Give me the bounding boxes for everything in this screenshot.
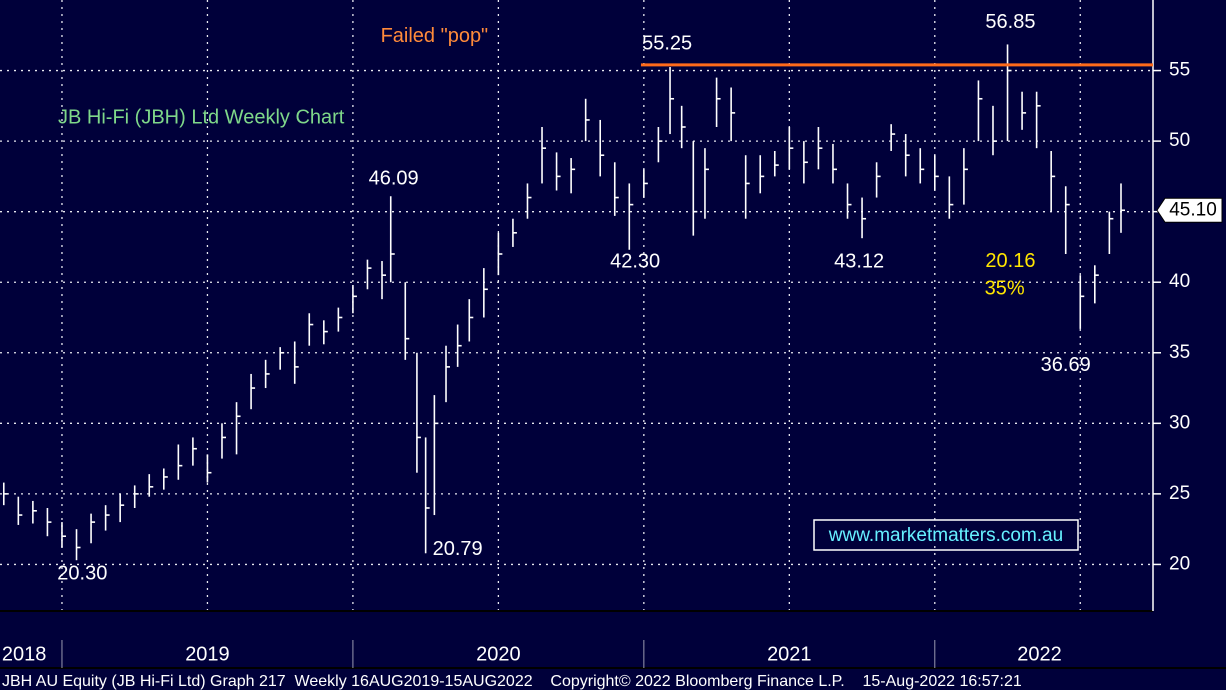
footer: JBH AU Equity (JB Hi-Fi Ltd) Graph 217 W… — [2, 673, 1022, 690]
y-tick-label: 40 — [1169, 271, 1190, 292]
x-tick-label: 2019 — [185, 643, 230, 665]
annotation: 20.30 — [57, 563, 107, 585]
x-tick-label: 2021 — [767, 643, 812, 665]
x-tick-label: 2022 — [1017, 643, 1062, 665]
x-tick-label: 2020 — [476, 643, 521, 665]
annotation: 46.09 — [369, 167, 419, 189]
watermark: www.marketmatters.com.au — [828, 525, 1063, 546]
annotation: Failed "pop" — [381, 25, 489, 47]
annotation: 20.16 — [985, 250, 1035, 272]
annotation: 43.12 — [834, 251, 884, 273]
annotation: 35% — [985, 278, 1025, 300]
annotation: 36.69 — [1041, 354, 1091, 376]
annotation: 42.30 — [610, 251, 660, 273]
watermark-box — [813, 519, 1079, 551]
y-tick-label: 35 — [1169, 342, 1190, 363]
y-tick-label: 55 — [1169, 60, 1190, 81]
annotation: 56.85 — [985, 11, 1035, 33]
chart-title: JB Hi-Fi (JBH) Ltd Weekly Chart — [58, 106, 345, 128]
annotation: 55.25 — [642, 33, 692, 55]
annotation: 20.79 — [433, 538, 483, 560]
y-tick-label: 25 — [1169, 483, 1190, 504]
y-tick-label: 30 — [1169, 412, 1190, 433]
last-price-tag — [1156, 197, 1223, 223]
last-price-label: 45.10 — [1169, 199, 1217, 220]
y-tick-label: 20 — [1169, 553, 1190, 574]
x-tick-label: 2018 — [2, 643, 47, 665]
y-tick-label: 50 — [1169, 130, 1190, 151]
